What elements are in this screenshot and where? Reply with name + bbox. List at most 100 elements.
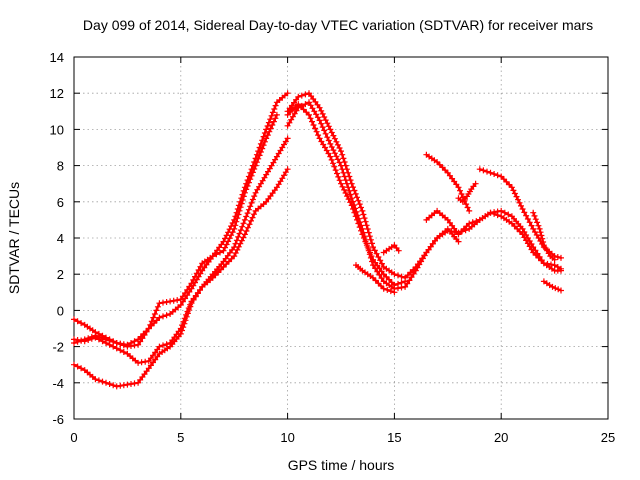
series-sat-i	[380, 242, 402, 256]
data-point	[318, 120, 325, 127]
data-point	[71, 316, 77, 323]
data-point	[181, 315, 188, 322]
y-tick-label: 4	[57, 231, 64, 246]
data-point	[243, 228, 250, 234]
data-point	[463, 223, 470, 230]
data-point	[163, 312, 170, 319]
data-point	[338, 162, 344, 169]
data-point	[476, 166, 483, 173]
data-point	[391, 282, 398, 289]
data-point	[150, 314, 157, 321]
data-point	[120, 342, 127, 349]
data-point	[331, 135, 338, 142]
data-point	[110, 382, 117, 389]
y-tick-labels: -6 -4 -2 0 2 4 6 8 10 12 14	[50, 50, 64, 427]
data-point	[177, 325, 184, 332]
data-point	[71, 361, 77, 368]
data-point	[391, 271, 398, 278]
data-point	[184, 308, 191, 315]
data-point	[506, 181, 513, 188]
data-point	[457, 187, 463, 194]
data-point	[336, 145, 343, 151]
data-point	[313, 128, 320, 135]
y-tick-label: 10	[50, 122, 64, 137]
data-point	[356, 201, 363, 208]
data-point	[85, 337, 92, 343]
series-sat-n	[530, 209, 558, 263]
y-axis-label: SDTVAR / TECUs	[6, 182, 22, 294]
data-point	[327, 126, 334, 133]
data-point	[314, 114, 321, 121]
data-point	[360, 235, 367, 241]
data-point	[312, 125, 319, 132]
data-point	[355, 220, 362, 227]
data-point	[319, 110, 326, 117]
data-point	[351, 187, 358, 194]
data-point	[95, 336, 102, 343]
data-point	[334, 170, 340, 177]
data-point	[103, 379, 109, 386]
data-point	[367, 249, 373, 256]
series-markers	[71, 135, 291, 366]
data-point	[538, 257, 545, 264]
data-point	[395, 272, 401, 279]
data-point	[555, 286, 562, 293]
data-point	[190, 276, 197, 283]
series-sat-f	[284, 99, 564, 292]
data-point	[261, 174, 268, 181]
data-point	[335, 173, 342, 180]
data-point	[370, 274, 376, 281]
data-point	[505, 211, 512, 218]
data-point	[95, 377, 102, 384]
data-point	[371, 247, 378, 254]
data-point	[363, 222, 370, 229]
data-point	[99, 338, 106, 345]
data-point	[241, 216, 248, 223]
data-point	[247, 176, 254, 183]
data-point	[334, 156, 341, 163]
data-point	[92, 376, 99, 383]
data-point	[264, 123, 271, 129]
data-point	[530, 209, 537, 216]
x-tick-label: 15	[387, 430, 401, 445]
data-point	[535, 254, 542, 261]
data-point	[228, 232, 235, 239]
data-point	[273, 153, 280, 160]
data-point	[253, 159, 260, 166]
series-sat-j	[423, 207, 564, 272]
data-point	[233, 237, 240, 244]
data-point	[139, 335, 146, 342]
data-point	[362, 238, 369, 245]
data-point	[511, 223, 518, 230]
data-point	[391, 289, 398, 296]
data-point	[160, 313, 166, 320]
data-point	[554, 264, 561, 270]
data-point	[367, 236, 374, 243]
data-point	[237, 227, 244, 234]
series-markers	[530, 209, 558, 263]
data-point	[256, 152, 263, 159]
data-point	[302, 91, 309, 98]
data-point	[226, 235, 233, 242]
data-point	[519, 206, 526, 212]
data-point	[78, 320, 85, 327]
data-point	[491, 210, 498, 217]
data-point	[345, 196, 352, 203]
data-point	[247, 203, 254, 210]
data-point	[348, 195, 355, 202]
data-point	[78, 365, 85, 372]
data-point	[217, 249, 223, 256]
data-point	[350, 206, 356, 212]
data-point	[281, 172, 287, 179]
data-point	[366, 233, 373, 240]
data-point	[359, 231, 366, 238]
data-point	[494, 212, 501, 219]
data-point	[536, 225, 543, 232]
data-point	[255, 155, 262, 162]
data-point	[179, 293, 186, 300]
series-markers	[423, 207, 564, 272]
y-tick-label: 6	[57, 195, 64, 210]
data-point	[322, 130, 329, 137]
data-point	[554, 254, 561, 260]
